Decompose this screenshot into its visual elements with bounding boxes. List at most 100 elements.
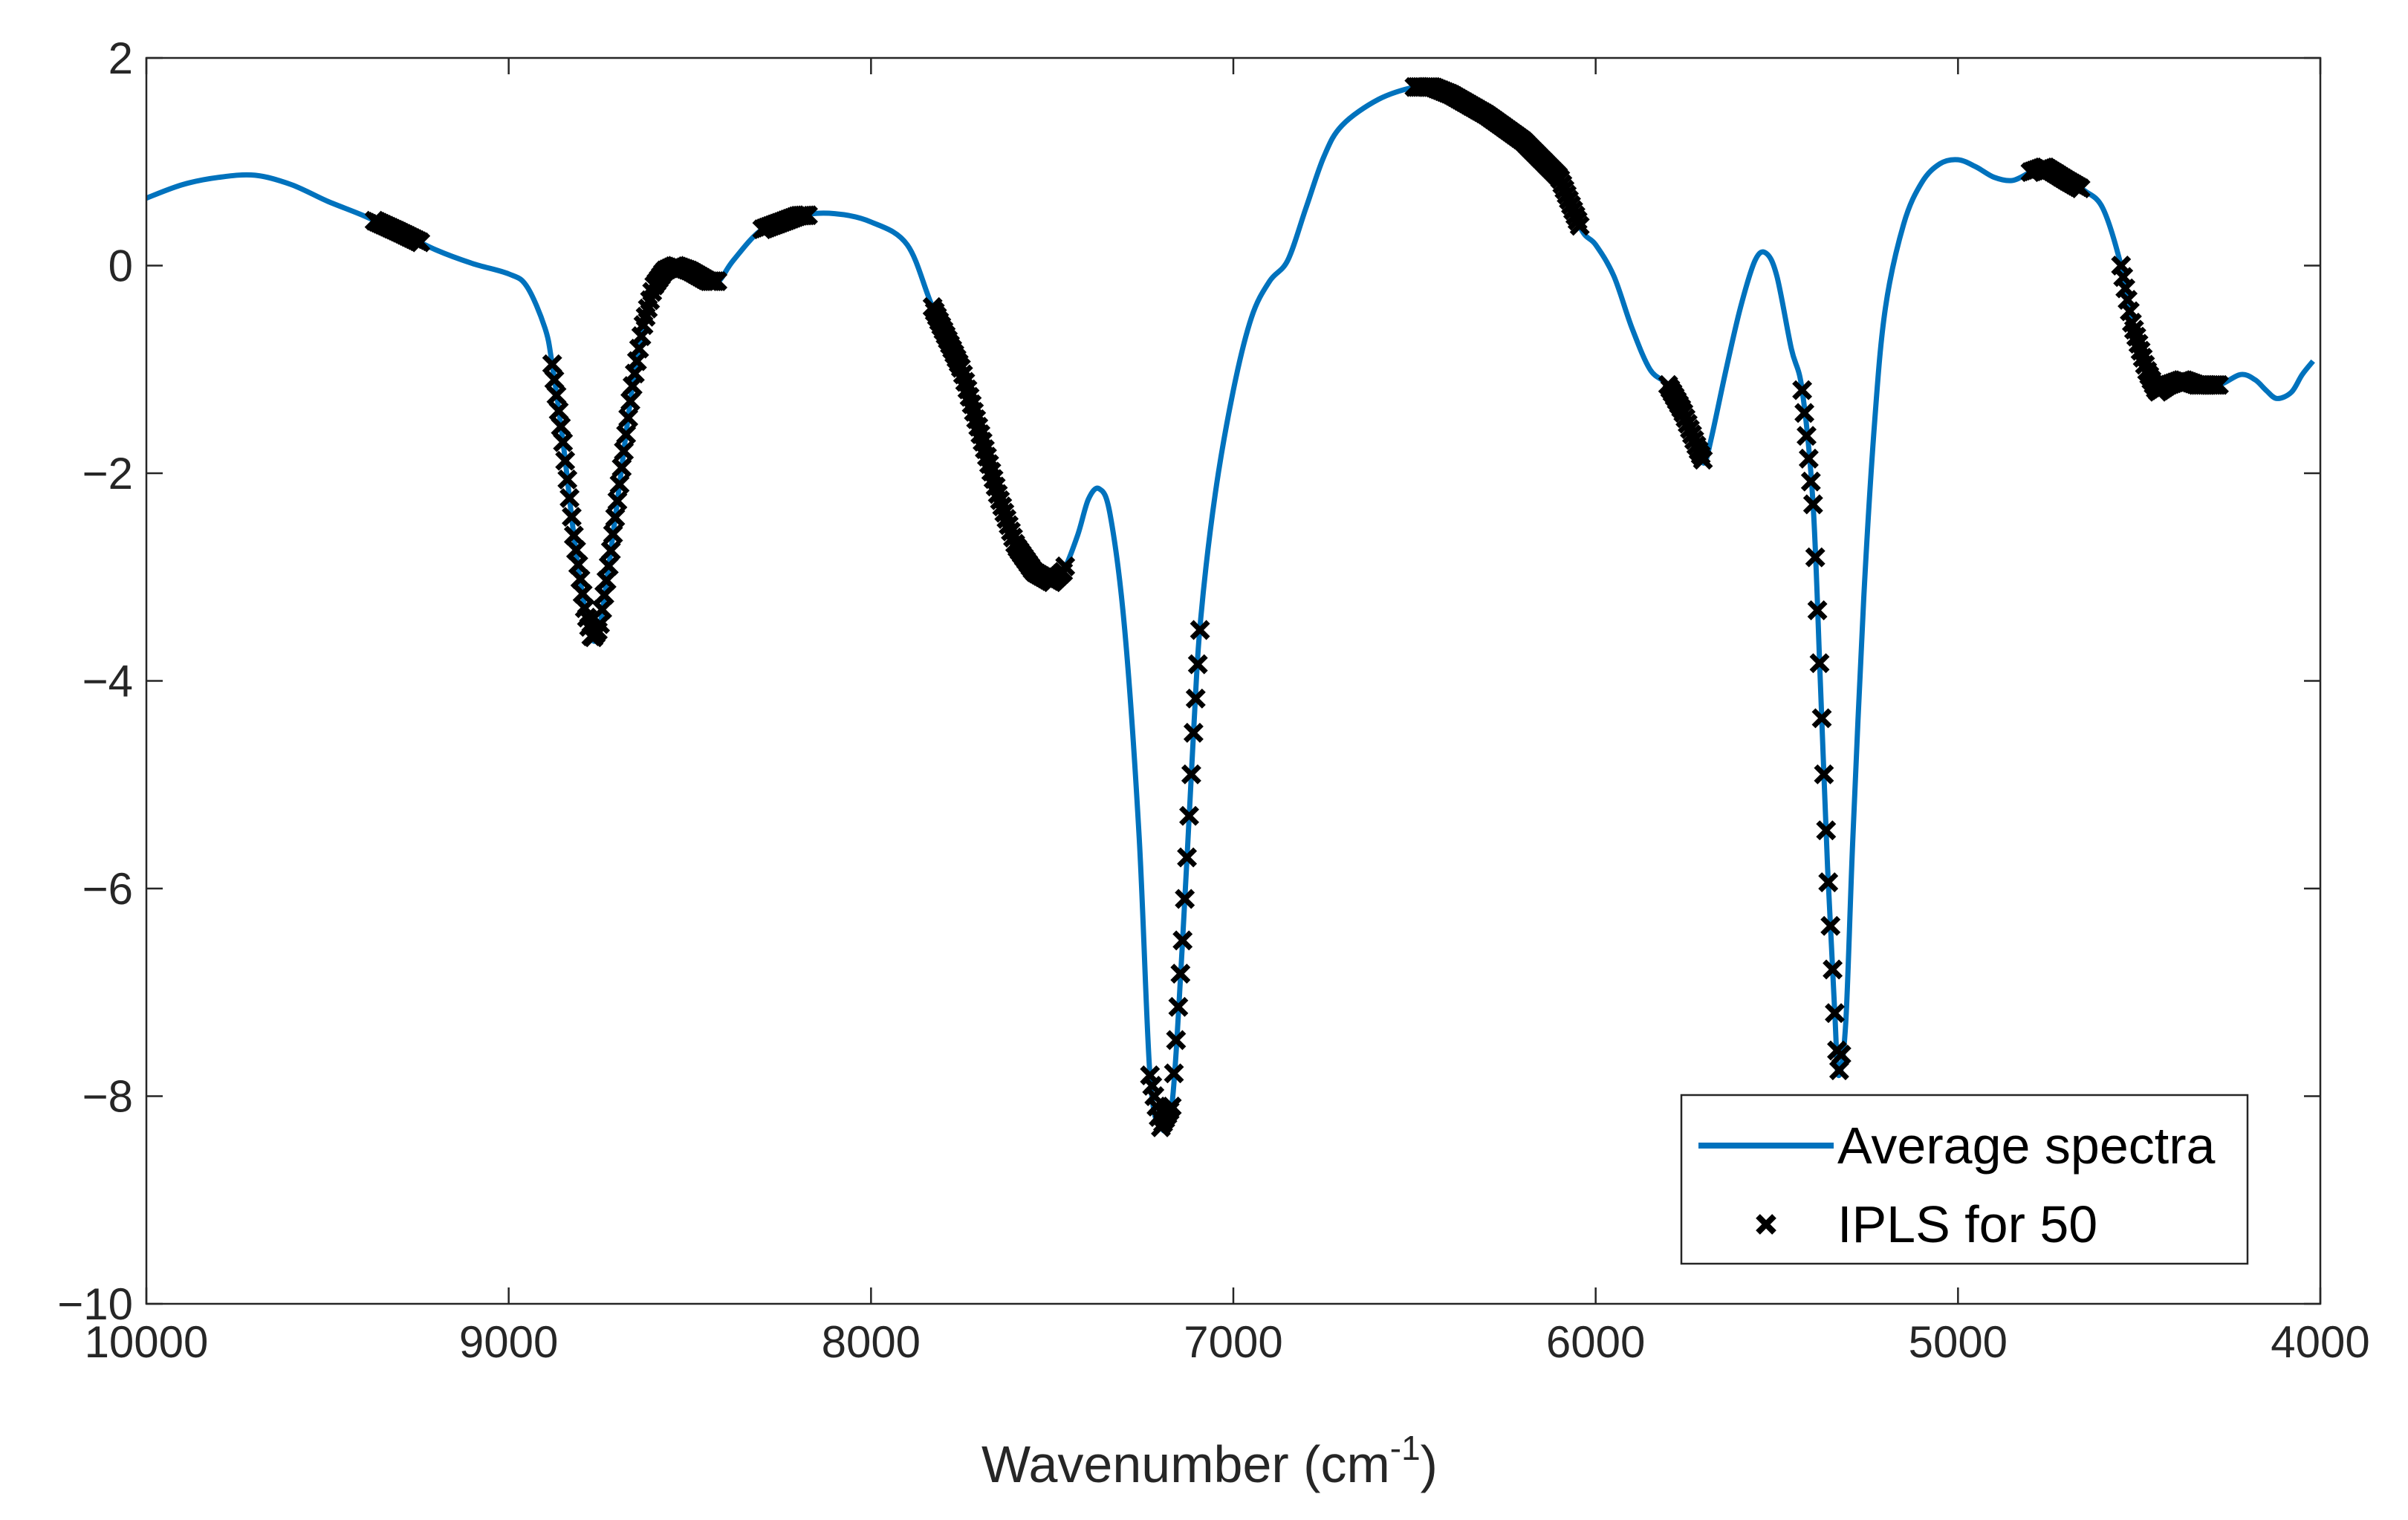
tick-labels: 10000 9000 8000 7000 6000 5000 4000 2 0 −2 −4 −6 −8 −… xyxy=(57,33,2370,1367)
ipls-marker xyxy=(1183,722,1204,743)
ipls-marker-stroke xyxy=(563,525,584,546)
ipls-marker-stroke xyxy=(1816,820,1837,841)
ipls-marker-stroke xyxy=(2209,374,2229,395)
ipls-marker xyxy=(609,474,630,495)
ipls-marker-stroke xyxy=(544,369,565,390)
ipls-marker xyxy=(544,369,565,390)
ipls-marker xyxy=(707,271,728,291)
ipls-marker xyxy=(1175,889,1195,909)
ipls-marker-stroke xyxy=(548,400,569,421)
ipls-marker-stroke xyxy=(1170,964,1191,984)
ipls-marker xyxy=(1693,449,1713,470)
ipls-marker xyxy=(568,554,588,575)
ipls-marker xyxy=(620,391,640,412)
ipls-marker-stroke xyxy=(994,502,1015,523)
ipls-marker xyxy=(598,556,619,577)
ipls-marker-stroke xyxy=(961,394,982,415)
ipls-marker xyxy=(546,385,567,406)
ipls-marker-stroke xyxy=(983,469,1004,490)
ipls-marker-stroke xyxy=(1823,959,1843,980)
legend-label-average-spectra: Average spectra xyxy=(1837,1117,2216,1175)
ipls-marker xyxy=(1828,1060,1849,1081)
ipls-marker xyxy=(565,539,586,560)
ipls-marker-stroke xyxy=(616,424,637,445)
ipls-marker xyxy=(1172,930,1193,951)
ipls-marker-stroke xyxy=(1794,403,1815,423)
x-tick-label: 8000 xyxy=(822,1317,921,1367)
x-axis-title-close: ) xyxy=(1421,1435,1438,1493)
ipls-marker-stroke xyxy=(594,585,614,605)
ipls-marker xyxy=(1190,620,1210,640)
ipls-marker-stroke xyxy=(1001,521,1022,542)
ipls-marker-stroke xyxy=(950,357,971,378)
x-tick-label: 4000 xyxy=(2271,1317,2369,1367)
x-tick-label: 5000 xyxy=(1909,1317,2008,1367)
ipls-marker xyxy=(605,507,626,528)
y-tick-label: −6 xyxy=(82,864,133,914)
ipls-marker xyxy=(1164,1063,1184,1084)
ipls-marker xyxy=(616,424,637,445)
ipls-marker xyxy=(1823,959,1843,980)
ipls-marker-stroke xyxy=(979,454,999,475)
ipls-marker-stroke xyxy=(629,338,649,359)
ipls-marker-stroke xyxy=(992,496,1013,517)
ipls-marker xyxy=(1797,426,1817,446)
ipls-marker xyxy=(551,416,571,437)
ipls-marker-stroke xyxy=(611,458,632,478)
ipls-marker-stroke xyxy=(2128,334,2149,354)
y-tick-label: 0 xyxy=(108,241,133,291)
ipls-marker xyxy=(1168,996,1189,1017)
ipls-marker-stroke xyxy=(570,569,591,589)
ipls-marker-stroke xyxy=(1802,494,1823,515)
ipls-marker-stroke xyxy=(707,271,728,291)
ipls-marker-stroke xyxy=(999,515,1019,536)
ipls-marker xyxy=(1177,847,1198,868)
ipls-marker-stroke xyxy=(1172,930,1193,951)
ipls-marker-stroke xyxy=(596,570,617,591)
x-axis-title: Wavenumber (cm-1) xyxy=(981,1429,1438,1493)
ipls-marker-stroke xyxy=(607,490,628,511)
legend-label-ipls: IPLS for 50 xyxy=(1837,1195,2097,1253)
y-tick-label: 2 xyxy=(108,33,133,83)
ipls-marker-stroke xyxy=(1003,527,1023,548)
ipls-marker xyxy=(614,441,635,461)
x-tick-label: 6000 xyxy=(1546,1317,1645,1367)
ipls-marker xyxy=(1569,215,1590,236)
ipls-marker xyxy=(548,400,569,421)
ipls-marker-stroke xyxy=(590,614,611,634)
ipls-marker-stroke xyxy=(1161,1097,1182,1117)
ipls-marker-stroke xyxy=(565,539,586,560)
ipls-marker-stroke xyxy=(574,598,595,619)
ipls-marker xyxy=(2209,374,2229,395)
ipls-marker-stroke xyxy=(1820,915,1841,936)
ipls-marker-stroke xyxy=(966,409,987,429)
ipls-marker xyxy=(1802,494,1823,515)
ipls-marker-stroke xyxy=(955,371,976,392)
ipls-marker-stroke xyxy=(1177,847,1198,868)
ipls-marker xyxy=(607,490,628,511)
ipls-marker xyxy=(1185,688,1206,709)
ipls-marker xyxy=(570,569,591,589)
ipls-marker-stroke xyxy=(1168,996,1189,1017)
legend-box xyxy=(1680,1094,2249,1265)
ipls-marker xyxy=(798,205,818,226)
ipls-marker xyxy=(1805,547,1826,568)
ipls-marker xyxy=(542,354,562,374)
ipls-marker xyxy=(1792,380,1813,400)
ipls-marker-stroke xyxy=(975,439,995,460)
ipls-marker-stroke xyxy=(551,416,571,437)
ipls-marker-stroke xyxy=(981,461,1002,482)
ipls-marker xyxy=(562,507,582,527)
ipls-marker xyxy=(1187,654,1208,675)
ipls-marker-stroke xyxy=(1811,708,1832,729)
ipls-marker xyxy=(2070,178,2091,198)
ipls-marker xyxy=(603,524,623,545)
ipls-marker-stroke xyxy=(1825,1003,1845,1024)
x-tick-label: 7000 xyxy=(1184,1317,1282,1367)
ipls-marker-stroke xyxy=(592,600,612,620)
ipls-marker xyxy=(1161,1097,1182,1117)
ipls-marker-stroke xyxy=(614,441,635,461)
ipls-marker-stroke xyxy=(1831,1045,1852,1065)
ipls-marker-stroke xyxy=(546,385,567,406)
